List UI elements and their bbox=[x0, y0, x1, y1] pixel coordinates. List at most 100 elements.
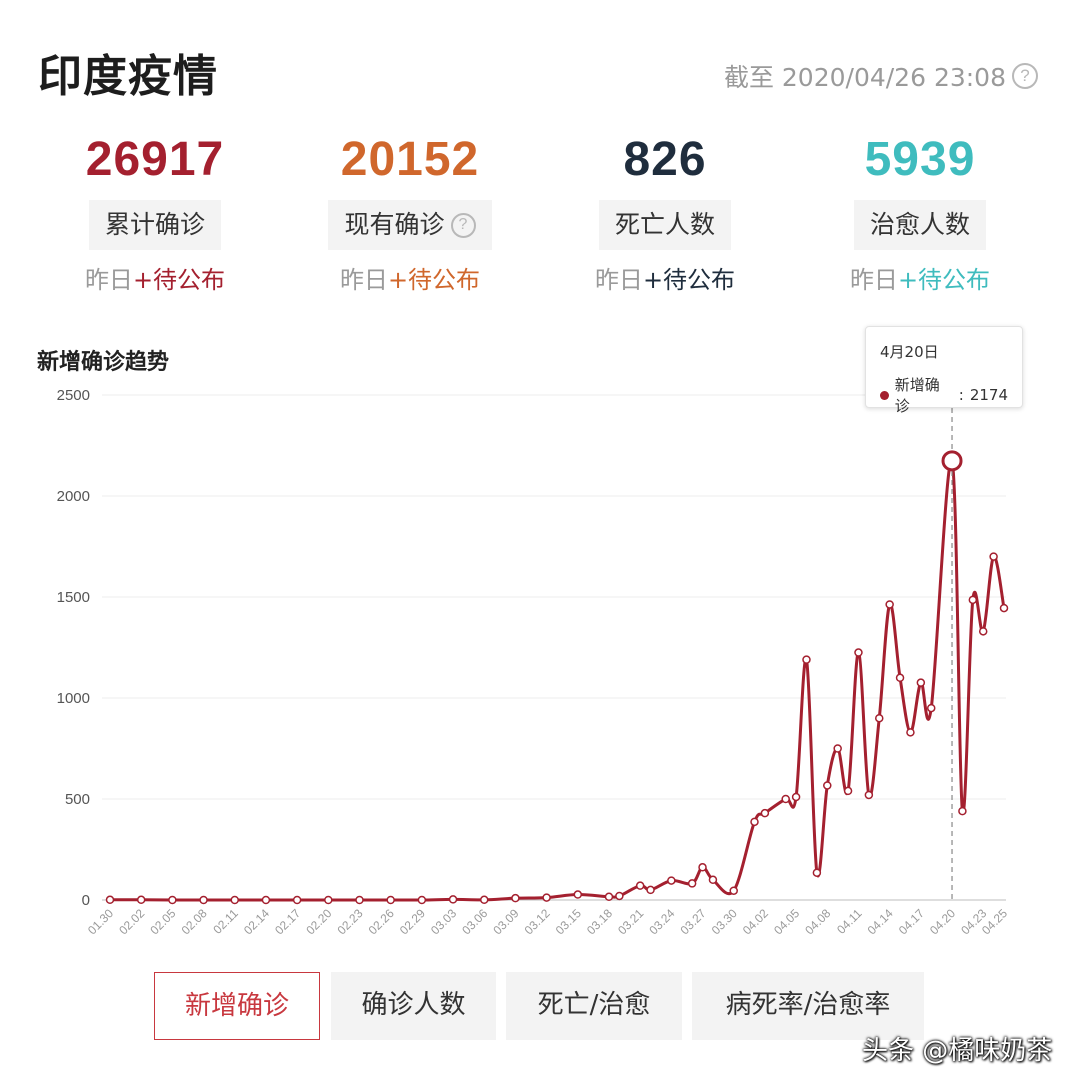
data-point bbox=[604, 892, 614, 902]
data-point bbox=[989, 552, 998, 561]
x-axis-ticks: 01.30 02.02 02.05 02.08 02.11 02.14 02.17 02.20… bbox=[85, 906, 1010, 937]
x-tick-label: 03.12 bbox=[522, 906, 553, 937]
stat-value: 826 bbox=[623, 133, 707, 186]
y-tick-label: 2000 bbox=[57, 488, 90, 505]
data-point bbox=[542, 893, 551, 902]
highlight-marker bbox=[941, 408, 963, 900]
tooltip-series: 新增确诊 bbox=[894, 376, 940, 415]
data-point bbox=[687, 879, 697, 888]
stat-total-confirmed: 26917 累计确诊 昨日+待公布 bbox=[30, 130, 280, 295]
x-tick-label: 01.30 bbox=[85, 906, 116, 937]
data-point bbox=[667, 876, 676, 885]
stat-label-text: 治愈人数 bbox=[869, 210, 970, 239]
tab-deaths-recovered[interactable]: 死亡/治愈 bbox=[506, 972, 682, 1040]
tooltip-date: 4月20日 bbox=[880, 343, 939, 361]
x-tick-label: 03.21 bbox=[615, 906, 646, 937]
update-time: 截至 2020/04/26 23:08 ? bbox=[724, 58, 1038, 94]
data-point bbox=[802, 655, 811, 664]
data-point bbox=[823, 781, 832, 790]
data-point bbox=[812, 868, 822, 877]
tab-new-confirmed[interactable]: 新增确诊 bbox=[154, 972, 320, 1040]
series-new-confirmed bbox=[109, 458, 1006, 902]
stat-label-text: 累计确诊 bbox=[104, 210, 205, 239]
data-point bbox=[646, 885, 655, 895]
stat-delta: 昨日+待公布 bbox=[540, 260, 790, 295]
data-point bbox=[750, 817, 759, 827]
x-tick-label: 03.03 bbox=[428, 906, 459, 937]
stat-deaths: 826 死亡人数 昨日+待公布 bbox=[540, 130, 790, 295]
chart-title: 新增确诊趋势 bbox=[37, 350, 170, 375]
y-tick-label: 1500 bbox=[57, 589, 90, 606]
data-point bbox=[635, 881, 645, 890]
data-point bbox=[355, 895, 364, 905]
stat-value: 26917 bbox=[85, 133, 225, 186]
series-line bbox=[109, 458, 1006, 902]
data-point bbox=[968, 595, 978, 605]
data-point bbox=[781, 794, 790, 804]
x-tick-label: 02.23 bbox=[334, 906, 365, 937]
stat-label-text: 现有确诊 bbox=[344, 210, 445, 239]
stat-label: 累计确诊 bbox=[88, 200, 221, 250]
data-point bbox=[708, 875, 718, 885]
grid-lines bbox=[102, 394, 1006, 901]
stat-value: 5939 bbox=[864, 133, 976, 186]
tab-confirmed-total[interactable]: 确诊人数 bbox=[331, 972, 496, 1040]
data-point bbox=[885, 600, 894, 609]
x-tick-label: 02.14 bbox=[241, 906, 272, 937]
data-point bbox=[105, 895, 115, 905]
stats-row: 26917 累计确诊 昨日+待公布 20152 现有确诊? 昨日+待公布 826… bbox=[30, 130, 1050, 294]
y-tick-label: 0 bbox=[82, 892, 90, 909]
data-point bbox=[843, 786, 853, 796]
help-circle-icon[interactable]: ? bbox=[1012, 63, 1038, 89]
stat-delta: 昨日+待公布 bbox=[285, 260, 535, 295]
data-point bbox=[864, 790, 874, 800]
data-point bbox=[261, 895, 271, 905]
data-point bbox=[479, 895, 489, 905]
data-point bbox=[386, 895, 395, 905]
tab-death-recovery-rate[interactable]: 病死率/治愈率 bbox=[692, 972, 924, 1040]
x-tick-label: 03.24 bbox=[646, 906, 677, 937]
data-point bbox=[199, 895, 208, 905]
data-point bbox=[875, 713, 884, 723]
x-tick-label: 03.27 bbox=[678, 906, 709, 937]
data-point bbox=[448, 895, 458, 904]
highlight-point bbox=[941, 450, 963, 472]
help-circle-icon[interactable]: ? bbox=[450, 212, 476, 238]
x-tick-label: 04.02 bbox=[740, 906, 771, 937]
page-title: 印度疫情 bbox=[38, 51, 218, 102]
stat-label: 治愈人数 bbox=[853, 200, 986, 250]
stat-delta-value: +待公布 bbox=[897, 266, 991, 294]
data-point bbox=[573, 890, 583, 899]
stat-delta-prefix: 昨日 bbox=[84, 266, 133, 294]
x-tick-label: 04.20 bbox=[927, 906, 958, 937]
x-tick-label: 02.08 bbox=[179, 906, 210, 937]
x-tick-label: 02.05 bbox=[147, 906, 178, 937]
x-tick-label: 02.11 bbox=[210, 906, 241, 937]
y-tick-label: 1000 bbox=[57, 690, 90, 707]
stat-value: 20152 bbox=[340, 133, 480, 186]
stat-delta-value: +待公布 bbox=[387, 266, 481, 294]
data-point bbox=[760, 808, 770, 818]
stat-recovered: 5939 治愈人数 昨日+待公布 bbox=[795, 130, 1045, 295]
data-point bbox=[292, 895, 302, 905]
data-point bbox=[916, 678, 926, 687]
trend-chart[interactable]: 0 500 1000 1500 2000 2500 01.30 02.02 02.05 02.0… bbox=[0, 380, 1080, 970]
x-tick-label: 04.14 bbox=[865, 906, 896, 937]
data-point bbox=[895, 673, 905, 683]
data-point bbox=[958, 806, 967, 816]
stat-label: 死亡人数 bbox=[598, 200, 731, 250]
y-tick-label: 2500 bbox=[57, 387, 90, 404]
stat-delta-prefix: 昨日 bbox=[594, 266, 643, 294]
x-tick-label: 02.20 bbox=[303, 906, 334, 937]
x-tick-label: 04.11 bbox=[834, 906, 865, 937]
x-tick-label: 03.09 bbox=[490, 906, 521, 937]
data-point bbox=[854, 648, 863, 657]
y-tick-label: 500 bbox=[65, 791, 90, 808]
x-tick-label: 04.08 bbox=[802, 906, 833, 937]
data-point bbox=[833, 744, 842, 753]
data-point bbox=[136, 895, 146, 905]
watermark-text: 头条 @橘味奶茶 bbox=[862, 1036, 1053, 1066]
data-point bbox=[168, 895, 177, 905]
data-point bbox=[511, 893, 520, 903]
legend-dot-icon bbox=[880, 390, 889, 400]
